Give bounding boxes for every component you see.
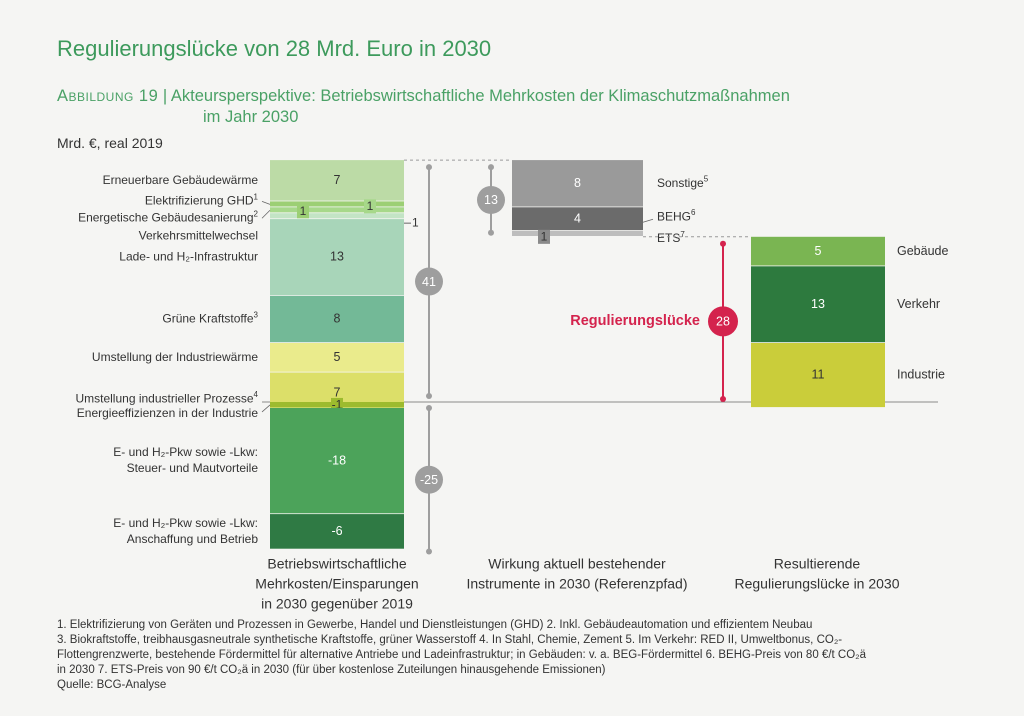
data-label: -1 bbox=[332, 398, 343, 412]
leader-line bbox=[261, 200, 271, 205]
category-label: Verkehr bbox=[897, 297, 940, 311]
total-positive-value: 41 bbox=[422, 275, 436, 289]
category-label: BEHG6 bbox=[657, 208, 696, 224]
bar-segment bbox=[512, 160, 643, 207]
subtitle-separator: | bbox=[162, 87, 168, 105]
column-label: Resultierende bbox=[774, 556, 861, 572]
category-label: Energetische Gebäudesanierung2 bbox=[78, 209, 258, 225]
data-label: 8 bbox=[334, 312, 341, 326]
total-negative-dot bbox=[426, 548, 432, 555]
bar-segment bbox=[270, 514, 404, 549]
bar-segment bbox=[270, 343, 404, 372]
data-label: 1 bbox=[541, 230, 548, 244]
footnote-line: 1. Elektrifizierung von Geräten und Proz… bbox=[57, 619, 813, 631]
footnote-line: in 2030 7. ETS-Preis von 90 €/t CO₂ä in … bbox=[57, 664, 606, 676]
data-label: -18 bbox=[328, 453, 346, 467]
subtitle-line-2: im Jahr 2030 bbox=[203, 108, 299, 126]
total-negative-badge bbox=[415, 465, 443, 494]
total-instruments-dot bbox=[488, 164, 494, 171]
leader-line bbox=[261, 404, 271, 413]
category-label: Verkehrsmittelwechsel bbox=[139, 228, 258, 242]
leader-line bbox=[261, 209, 271, 219]
total-positive-dot bbox=[426, 393, 432, 399]
footnote-line: 3. Biokraftstoffe, treibhausgasneutrale … bbox=[57, 634, 843, 646]
data-label-bg bbox=[297, 204, 309, 219]
figure-subtitle: Abbildung 19 | Akteursperspektive: Betri… bbox=[57, 86, 957, 128]
bar-segment bbox=[270, 201, 404, 207]
category-label: Umstellung der Industriewärme bbox=[92, 350, 258, 364]
bar-segment bbox=[751, 343, 885, 408]
category-label: Umstellung industrieller Prozesse4 bbox=[75, 390, 258, 406]
data-label: 5 bbox=[815, 244, 822, 258]
data-label: 1 bbox=[300, 204, 307, 218]
bar-segment bbox=[270, 207, 404, 213]
regulierungsluecke-label: Regulierungslücke bbox=[570, 313, 700, 329]
category-label: Erneuerbare Gebäudewärme bbox=[103, 173, 259, 187]
column-label: in 2030 gegenüber 2019 bbox=[261, 596, 413, 612]
bar-segment bbox=[270, 160, 404, 201]
bar-segment bbox=[270, 295, 404, 343]
page-title: Regulierungslücke von 28 Mrd. Euro in 20… bbox=[57, 36, 492, 61]
data-label: 8 bbox=[574, 176, 581, 190]
total-instruments-badge bbox=[477, 185, 505, 214]
data-label: 1 bbox=[412, 215, 419, 229]
data-label: 5 bbox=[334, 350, 341, 364]
category-label: Lade- und H₂-Infrastruktur bbox=[119, 250, 258, 264]
data-label: 11 bbox=[812, 368, 825, 382]
column-label: Mehrkosten/Einsparungen bbox=[255, 576, 418, 592]
total-instruments-dot bbox=[488, 229, 494, 236]
footnote-line: Flottengrenzwerte, bestehende Fördermitt… bbox=[57, 649, 867, 661]
total-negative-dot bbox=[426, 405, 432, 411]
total-negative-value: -25 bbox=[420, 473, 438, 487]
regulierungsluecke-dot bbox=[720, 240, 726, 247]
source-line: Quelle: BCG-Analyse bbox=[57, 679, 167, 691]
subtitle-line-1: Akteursperspektive: Betriebswirtschaftli… bbox=[170, 87, 790, 105]
category-label: Grüne Kraftstoffe3 bbox=[162, 310, 258, 326]
footnotes: 1. Elektrifizierung von Geräten und Proz… bbox=[57, 618, 977, 693]
data-label: -6 bbox=[331, 524, 342, 538]
column-label: Instrumente in 2030 (Referenzpfad) bbox=[466, 576, 687, 592]
total-positive-dot bbox=[426, 164, 432, 171]
leader-line bbox=[642, 218, 654, 223]
data-label: 7 bbox=[334, 385, 341, 399]
data-label: 4 bbox=[574, 211, 581, 225]
bar-segment bbox=[512, 230, 643, 236]
category-label: Gebäude bbox=[897, 244, 948, 258]
bar-segment bbox=[751, 266, 885, 343]
unit-label: Mrd. €, real 2019 bbox=[57, 135, 163, 151]
category-label: Steuer- und Mautvorteile bbox=[127, 461, 259, 475]
bar-segment bbox=[270, 407, 404, 514]
regulierungsluecke-value: 28 bbox=[716, 315, 730, 329]
category-label: Energieeffizienzen in der Industrie bbox=[77, 406, 259, 420]
column-label: Wirkung aktuell bestehender bbox=[488, 556, 666, 572]
bar-segment bbox=[270, 213, 404, 219]
data-label-bg bbox=[364, 199, 376, 214]
category-label: Industrie bbox=[897, 368, 945, 382]
data-label: 7 bbox=[334, 173, 341, 187]
figure-number: Abbildung 19 bbox=[57, 87, 159, 105]
category-label: Anschaffung und Betrieb bbox=[127, 532, 259, 546]
category-label: Sonstige5 bbox=[657, 174, 709, 190]
bar-segment bbox=[512, 207, 643, 231]
category-label: Elektrifizierung GHD1 bbox=[145, 192, 259, 208]
category-label: ETS7 bbox=[657, 229, 685, 245]
regulierungsluecke-badge bbox=[708, 306, 738, 337]
bar-segment bbox=[751, 236, 885, 266]
data-label: 13 bbox=[811, 297, 825, 311]
data-label: 1 bbox=[367, 199, 374, 213]
column-label: Regulierungslücke in 2030 bbox=[735, 576, 900, 592]
data-label-bg bbox=[538, 229, 550, 244]
category-label: E- und H₂-Pkw sowie -Lkw: bbox=[113, 516, 258, 530]
column-label: Betriebswirtschaftliche bbox=[267, 556, 406, 572]
data-label: 13 bbox=[330, 250, 344, 264]
bar-segment bbox=[270, 219, 404, 295]
category-label: E- und H₂-Pkw sowie -Lkw: bbox=[113, 445, 258, 459]
total-positive-badge bbox=[415, 267, 443, 296]
regulierungsluecke-dot bbox=[720, 396, 726, 402]
total-instruments-value: 13 bbox=[484, 193, 498, 207]
